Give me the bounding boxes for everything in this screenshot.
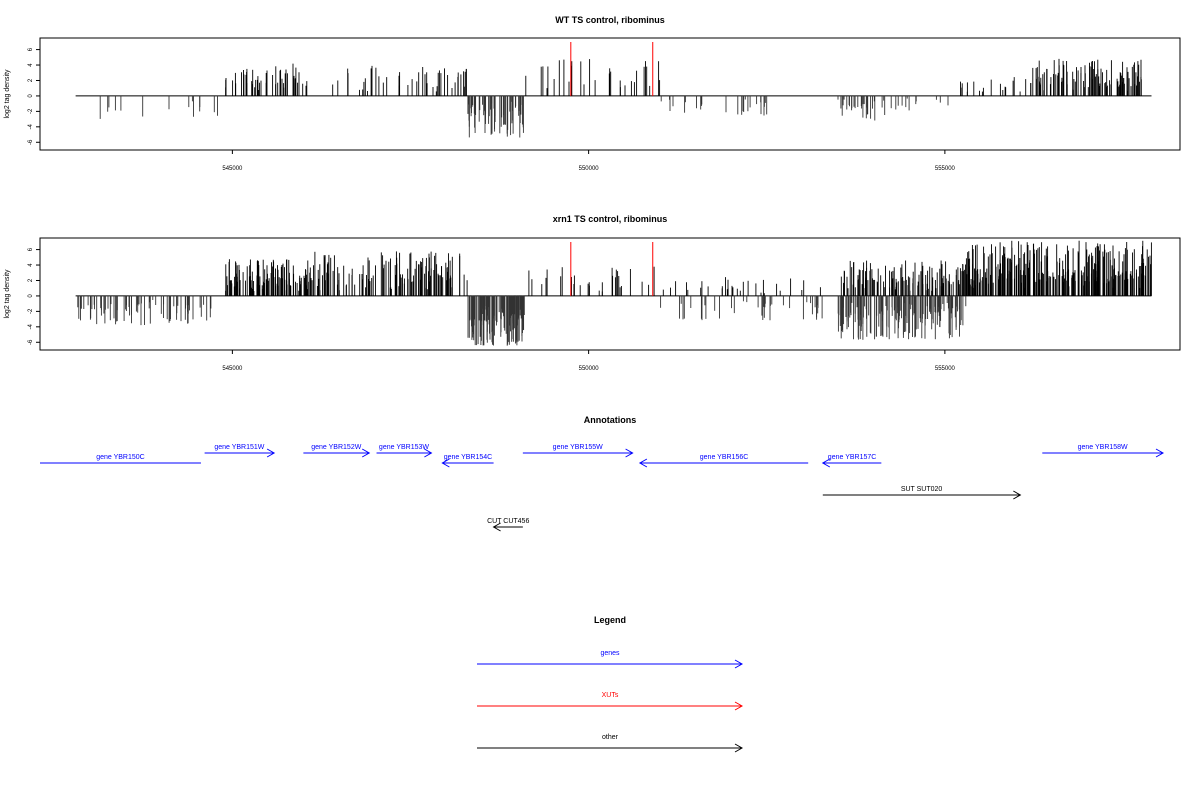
legend-arrowhead xyxy=(734,659,744,669)
annotation-label: gene YBR151W xyxy=(214,444,264,451)
x-tick-label: 550000 xyxy=(579,366,600,372)
annotation-label: gene YBR152W xyxy=(311,444,361,451)
legend-panel: Legend genes XUTs other xyxy=(477,615,744,753)
annotation-arrowhead xyxy=(625,448,634,458)
legend-arrowhead xyxy=(734,701,744,711)
annotation-arrowhead xyxy=(638,458,648,468)
annotation-label: gene YBR155W xyxy=(553,444,603,451)
legend-items: genes XUTs other xyxy=(477,650,744,753)
annotation-gene-ybr155w: gene YBR155W xyxy=(522,444,634,458)
annotation-label: gene YBR153W xyxy=(379,444,429,451)
legend-label: genes xyxy=(600,650,620,657)
annotation-gene-ybr156c: gene YBR156C xyxy=(638,454,809,468)
xrn1-plot-frame xyxy=(39,237,1181,351)
xrn1-axes: 545000 550000 555000 -6 -4 -2 0 2 4 6 xyxy=(28,247,956,372)
wt-plot-frame xyxy=(39,37,1181,151)
annotation-gene-ybr154c: gene YBR154C xyxy=(441,454,494,468)
annotation-label: gene YBR156C xyxy=(700,454,749,461)
annotation-arrowhead xyxy=(441,458,450,468)
y-tick-label: -6 xyxy=(28,339,34,345)
wt-y-axis-label: log2 tag density xyxy=(4,69,11,119)
xrn1-track-marks xyxy=(75,240,1152,346)
legend-item-xuts: XUTs xyxy=(477,692,744,711)
annotation-arrowhead xyxy=(492,522,501,532)
wt-track-panel: WT TS control, ribominus log2 tag densit… xyxy=(4,15,1181,172)
y-tick-label: 4 xyxy=(28,63,34,67)
wt-track-marks xyxy=(75,42,1152,138)
annotation-arrowhead xyxy=(424,448,433,458)
annotation-label: gene YBR150C xyxy=(96,454,145,461)
annotation-gene-ybr152w: gene YBR152W xyxy=(303,444,371,458)
annotation-arrowhead xyxy=(1013,490,1022,500)
annotation-cut-cut456: CUT CUT456 xyxy=(487,518,529,532)
y-tick-label: 0 xyxy=(28,294,34,298)
annotation-features: gene YBR150C gene YBR151W gene YBR152W gene… xyxy=(40,444,1165,532)
y-tick-label: -4 xyxy=(28,124,34,130)
xrn1-track-title: xrn1 TS control, ribominus xyxy=(553,214,668,224)
annotation-arrowhead xyxy=(1155,448,1165,458)
y-tick-label: 6 xyxy=(28,47,34,51)
y-tick-label: 6 xyxy=(28,247,34,251)
annotation-label: gene YBR158W xyxy=(1078,444,1128,451)
legend-item-genes: genes xyxy=(477,650,744,669)
legend-arrowhead xyxy=(734,743,744,753)
legend-title: Legend xyxy=(594,615,626,625)
x-tick-label: 545000 xyxy=(222,366,243,372)
y-tick-label: 4 xyxy=(28,263,34,267)
wt-track-title: WT TS control, ribominus xyxy=(555,15,665,25)
annotation-label: CUT CUT456 xyxy=(487,518,529,525)
annotation-arrowhead xyxy=(361,448,371,458)
annotation-gene-ybr157c: gene YBR157C xyxy=(821,454,882,468)
annotation-gene-ybr153w: gene YBR153W xyxy=(376,444,433,458)
y-tick-label: 0 xyxy=(28,94,34,98)
x-tick-label: 555000 xyxy=(935,366,956,372)
annotation-gene-ybr158w: gene YBR158W xyxy=(1042,444,1165,458)
legend-label: other xyxy=(602,734,619,741)
annotation-sut-sut020: SUT SUT020 xyxy=(822,486,1022,500)
annotations-title: Annotations xyxy=(584,415,637,425)
xrn1-y-axis-label: log2 tag density xyxy=(4,269,11,319)
annotation-arrowhead xyxy=(266,448,276,458)
y-tick-label: 2 xyxy=(28,78,34,82)
x-tick-label: 545000 xyxy=(222,166,243,172)
annotation-label: SUT SUT020 xyxy=(901,486,943,493)
y-tick-label: -4 xyxy=(28,324,34,330)
wt-axes: 545000 550000 555000 -6 -4 -2 0 2 4 6 xyxy=(28,47,956,172)
annotation-arrowhead xyxy=(821,458,831,468)
y-tick-label: -2 xyxy=(28,108,34,114)
legend-label: XUTs xyxy=(602,692,619,699)
xrn1-track-panel: xrn1 TS control, ribominus log2 tag dens… xyxy=(4,214,1181,372)
annotation-gene-ybr151w: gene YBR151W xyxy=(204,444,276,458)
annotation-gene-ybr150c: gene YBR150C xyxy=(40,454,201,464)
y-tick-label: -2 xyxy=(28,308,34,314)
legend-item-other: other xyxy=(477,734,744,753)
y-tick-label: 2 xyxy=(28,278,34,282)
annotation-label: gene YBR154C xyxy=(444,454,493,461)
x-tick-label: 555000 xyxy=(935,166,956,172)
y-tick-label: -6 xyxy=(28,139,34,145)
x-tick-label: 550000 xyxy=(579,166,600,172)
annotation-label: gene YBR157C xyxy=(828,454,877,461)
